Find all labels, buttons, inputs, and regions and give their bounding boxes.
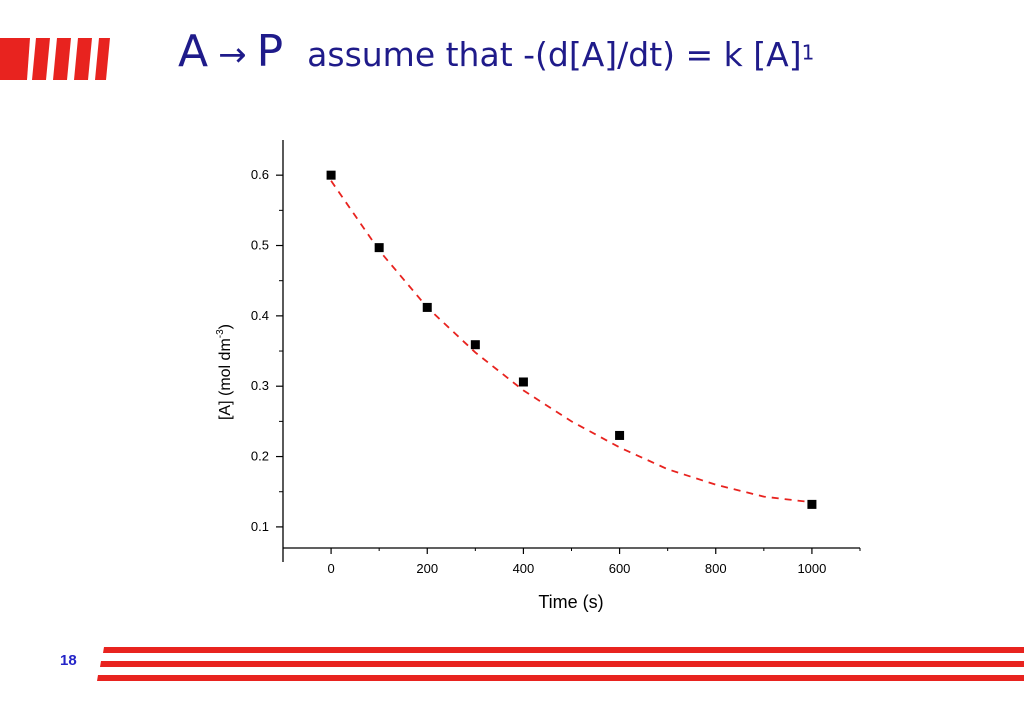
y-tick-label: 0.2 <box>251 449 269 464</box>
logo-red-bars <box>0 38 110 80</box>
y-tick-label: 0.1 <box>251 519 269 534</box>
title-reactant: A <box>178 26 209 77</box>
y-axis-label-superscript: -3 <box>215 329 226 338</box>
data-point <box>807 499 817 509</box>
fit-curve-layer <box>330 180 813 504</box>
y-tick-label: 0.3 <box>251 378 269 393</box>
footer-red-stripes <box>97 647 1024 681</box>
y-axis-label-close: ) <box>217 324 234 329</box>
y-axis-label: [A] (mol dm-3) <box>215 324 234 420</box>
page-number: 18 <box>60 652 77 669</box>
fit-curve <box>330 180 813 504</box>
y-axis-label-main: [A] (mol dm <box>217 338 234 420</box>
y-tick-label: 0.6 <box>251 167 269 182</box>
x-tick-label: 0 <box>327 561 334 576</box>
axes: 0 200 400 600 800 1000 0.1 0.2 0.3 0.4 0.5 0.6 <box>251 140 861 576</box>
x-tick-label: 1000 <box>797 561 826 576</box>
title-arrow: → <box>218 35 247 75</box>
y-tick-label: 0.4 <box>251 308 269 323</box>
data-point <box>422 302 432 312</box>
x-axis-label: Time (s) <box>538 592 603 612</box>
title-exponent: 1 <box>801 40 815 65</box>
x-tick-label: 400 <box>513 561 535 576</box>
x-tick-label: 600 <box>609 561 631 576</box>
data-point <box>615 430 625 440</box>
title-product: P <box>256 26 284 77</box>
x-tick-label: 800 <box>705 561 727 576</box>
data-point <box>326 170 336 180</box>
data-point <box>518 377 528 387</box>
x-tick-label: 200 <box>416 561 438 576</box>
data-point <box>374 243 384 253</box>
data-points-layer <box>326 170 817 509</box>
title-assumption: assume that -(d[A]/dt) = k [A] <box>307 35 802 74</box>
y-tick-label: 0.5 <box>251 238 269 253</box>
data-point <box>470 340 480 350</box>
